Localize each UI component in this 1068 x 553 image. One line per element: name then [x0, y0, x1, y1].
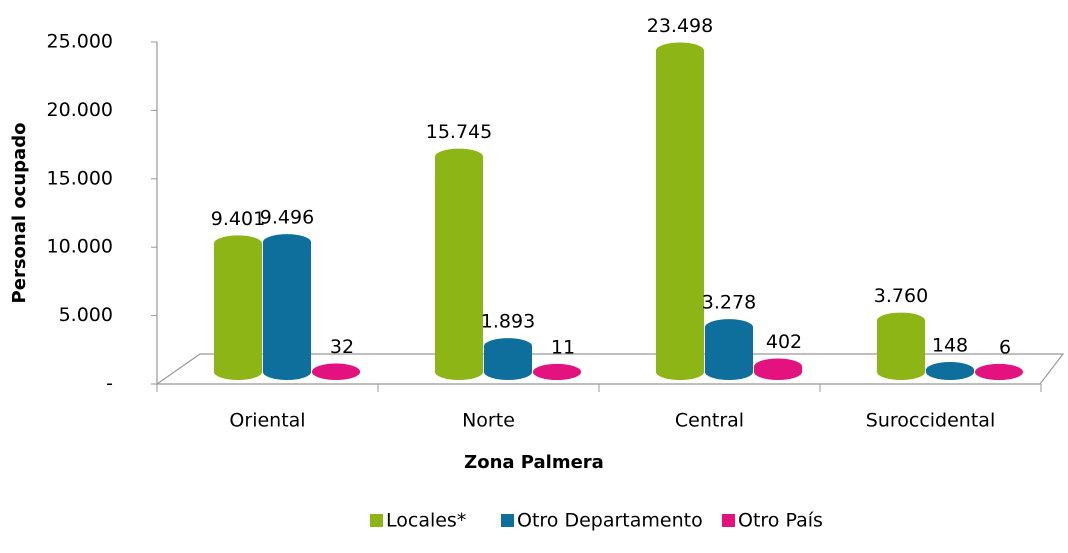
y-tick-label: 5.000 — [59, 304, 113, 326]
legend-swatch — [722, 514, 735, 527]
bar — [263, 234, 311, 380]
bar-top — [754, 358, 802, 375]
bar — [975, 363, 1023, 380]
bar-top — [656, 42, 704, 59]
bar-top — [877, 312, 925, 329]
bar-top — [312, 363, 360, 380]
value-label: 6 — [999, 336, 1011, 358]
legend-label: Locales* — [386, 510, 466, 532]
y-axis-title: Personal ocupado — [9, 123, 30, 304]
bar — [435, 148, 483, 380]
y-tick-label: 25.000 — [47, 31, 113, 53]
bar-body — [705, 327, 753, 380]
bar-body — [435, 156, 483, 380]
bar-top — [214, 235, 262, 252]
bar — [312, 363, 360, 380]
legend-label: Otro País — [738, 510, 823, 532]
y-tick-label: 15.000 — [47, 167, 113, 189]
bar — [484, 338, 532, 380]
bar-body — [263, 242, 311, 380]
value-label: 32 — [330, 336, 354, 358]
bar-top — [705, 319, 753, 336]
bar — [705, 319, 753, 380]
legend-swatch — [370, 514, 383, 527]
bar-top — [975, 363, 1023, 380]
bar-body — [214, 243, 262, 380]
bar-body — [484, 346, 532, 380]
y-tick-label: 10.000 — [47, 236, 113, 258]
legend-swatch — [501, 514, 514, 527]
x-tick-label: Central — [675, 410, 744, 432]
value-label: 3.760 — [874, 285, 928, 307]
value-label: 11 — [551, 336, 575, 358]
bar — [926, 361, 974, 380]
value-label: 15.745 — [426, 121, 492, 143]
value-label: 3.278 — [702, 292, 756, 314]
bar — [877, 312, 925, 380]
bar-body — [877, 320, 925, 380]
bar — [214, 235, 262, 380]
value-label: 9.401 — [211, 208, 265, 230]
bar — [656, 42, 704, 380]
x-tick-label: Suroccidental — [866, 410, 995, 432]
bar — [754, 358, 802, 380]
value-label: 402 — [766, 331, 802, 353]
floor — [155, 353, 1065, 385]
x-axis-title: Zona Palmera — [464, 452, 604, 473]
value-label: 23.498 — [647, 15, 713, 37]
bar-top — [435, 148, 483, 165]
bar-top — [484, 338, 532, 355]
value-label: 9.496 — [260, 207, 314, 229]
value-label: 148 — [932, 334, 968, 356]
x-tick-label: Oriental — [229, 410, 305, 432]
bar-top — [263, 234, 311, 251]
legend-label: Otro Departamento — [517, 510, 703, 532]
y-tick-label: - — [106, 373, 113, 395]
bar — [533, 363, 581, 380]
bar-top — [533, 363, 581, 380]
value-label: 1.893 — [481, 311, 535, 333]
x-tick-label: Norte — [462, 410, 515, 432]
bar-top — [926, 361, 974, 378]
y-tick-label: 20.000 — [47, 99, 113, 121]
bar-body — [656, 50, 704, 380]
